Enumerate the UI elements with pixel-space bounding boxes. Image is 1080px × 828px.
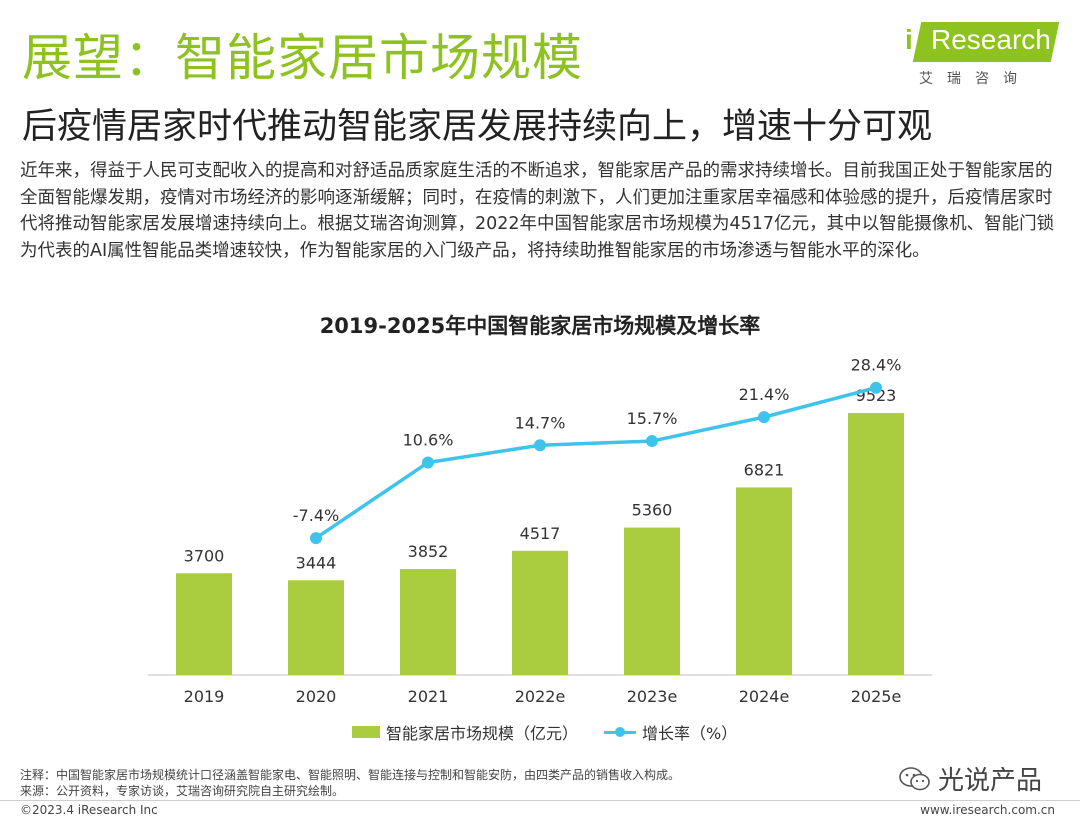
- bar-value-label: 3700: [184, 546, 225, 565]
- legend-line-label: 增长率（%）: [642, 724, 738, 743]
- x-tick-label: 2021: [408, 687, 449, 706]
- watermark: 光说产品: [898, 760, 1042, 797]
- x-tick-label: 2022e: [515, 687, 566, 706]
- bar-value-label: 4517: [520, 524, 561, 543]
- growth-rate-label: 10.6%: [403, 430, 454, 449]
- chart-note: 注释：中国智能家居市场规模统计口径涵盖智能家电、智能照明、智能连接与控制和智能安…: [20, 768, 681, 782]
- bar-2024e: [736, 487, 792, 675]
- legend-line-swatch: [604, 726, 637, 737]
- footer-divider: [0, 800, 1080, 801]
- growth-rate-label: 28.4%: [851, 356, 902, 375]
- bar-2023e: [624, 527, 680, 675]
- wechat-icon: [899, 766, 930, 790]
- growth-rate-point: [646, 435, 658, 448]
- growth-rate-point: [422, 456, 434, 469]
- bar-value-label: 6821: [744, 460, 785, 479]
- logo-brand: Research: [931, 24, 1051, 55]
- growth-rate-label: -7.4%: [293, 506, 339, 525]
- chart-legend: 智能家居市场规模（亿元） 增长率（%）: [352, 720, 737, 744]
- growth-rate-label: 14.7%: [515, 413, 566, 432]
- growth-rate-point: [310, 532, 322, 545]
- website-url: www.iresearch.com.cn: [920, 803, 1055, 817]
- watermark-text: 光说产品: [938, 766, 1043, 796]
- bar-value-label: 3852: [408, 542, 449, 561]
- growth-rate-line: [315, 386, 877, 540]
- bar-2022e: [512, 550, 568, 675]
- x-tick-label: 2025e: [851, 687, 902, 706]
- legend-bar-label: 智能家居市场规模（亿元）: [386, 724, 579, 743]
- bar-value-label: 3444: [296, 553, 337, 572]
- intro-paragraph: 近年来，得益于人民可支配收入的提高和对舒适品质家庭生活的不断追求，智能家居产品的…: [20, 161, 1055, 261]
- page-title: 展望：智能家居市场规模: [22, 29, 583, 87]
- market-size-chart: 3700 2019 3444 2020 3852 2021 4517 2022e 5360 202…: [148, 356, 932, 706]
- x-tick-label: 2024e: [739, 687, 790, 706]
- x-tick-label: 2019: [184, 687, 225, 706]
- bar-2020: [288, 580, 344, 675]
- growth-rate-label: 21.4%: [739, 385, 790, 404]
- bar-2021: [400, 569, 456, 675]
- bar-2025e: [848, 413, 904, 675]
- logo-subtitle: 艾瑞咨询: [919, 71, 1031, 87]
- chart-title: 2019-2025年中国智能家居市场规模及增长率: [319, 314, 761, 338]
- iresearch-logo: i Research 艾瑞咨询: [905, 18, 1060, 88]
- chart-source: 来源：公开资料，专家访谈，艾瑞咨询研究院自主研究绘制。: [20, 784, 345, 798]
- logo-i-mark: i: [905, 24, 913, 55]
- bar-value-label: 5360: [632, 501, 673, 520]
- x-tick-label: 2023e: [627, 687, 678, 706]
- legend-bar-swatch: [352, 726, 380, 738]
- copyright: ©2023.4 iResearch Inc: [20, 803, 158, 817]
- x-tick-label: 2020: [296, 687, 337, 706]
- growth-rate-point: [534, 439, 546, 452]
- bar-2019: [176, 573, 232, 675]
- growth-rate-label: 15.7%: [627, 409, 678, 428]
- growth-rate-point: [870, 381, 882, 394]
- growth-rate-point: [758, 411, 770, 424]
- page-subtitle: 后疫情居家时代推动智能家居发展持续向上，增速十分可观: [22, 107, 933, 147]
